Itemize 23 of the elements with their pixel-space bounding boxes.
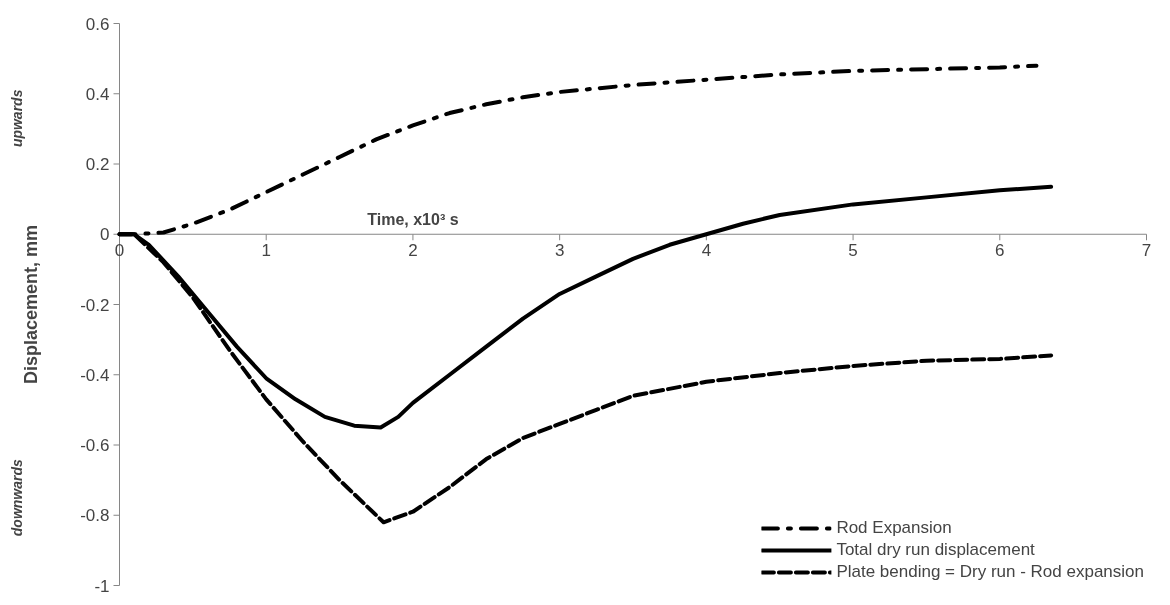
y-axis-title: Displacement, mm: [20, 224, 41, 385]
y-tick-label: -0.8: [80, 506, 110, 526]
y-tick-label: 0: [100, 225, 110, 245]
x-tick-label: 3: [554, 241, 565, 261]
x-tick-label: 7: [1141, 241, 1152, 261]
x-tick-label: 5: [848, 241, 858, 261]
text: upwards: [8, 89, 25, 148]
legend-label: Total dry run displacement: [836, 540, 1035, 560]
legend-label: Plate bending = Dry run - Rod expansion: [836, 562, 1144, 582]
y-tick-label: 0.2: [85, 155, 110, 174]
text: downwards: [8, 458, 25, 537]
y-tick-label: 0.6: [85, 14, 110, 34]
x-tick-label: 1: [261, 241, 271, 261]
x-axis-title: Time, x10³ s: [367, 211, 459, 229]
y-tick-label: 0.4: [85, 84, 110, 104]
y-tick-label: -1: [94, 576, 110, 596]
x-tick-label: 4: [701, 241, 712, 261]
y-tick-label: -0.2: [80, 295, 110, 315]
x-tick-label: 2: [408, 241, 418, 261]
y-tick-label: -0.6: [80, 436, 110, 455]
legend-label: Rod Expansion: [836, 518, 952, 538]
y-tick-label: -0.4: [80, 365, 110, 385]
x-tick-label: 6: [995, 241, 1005, 261]
